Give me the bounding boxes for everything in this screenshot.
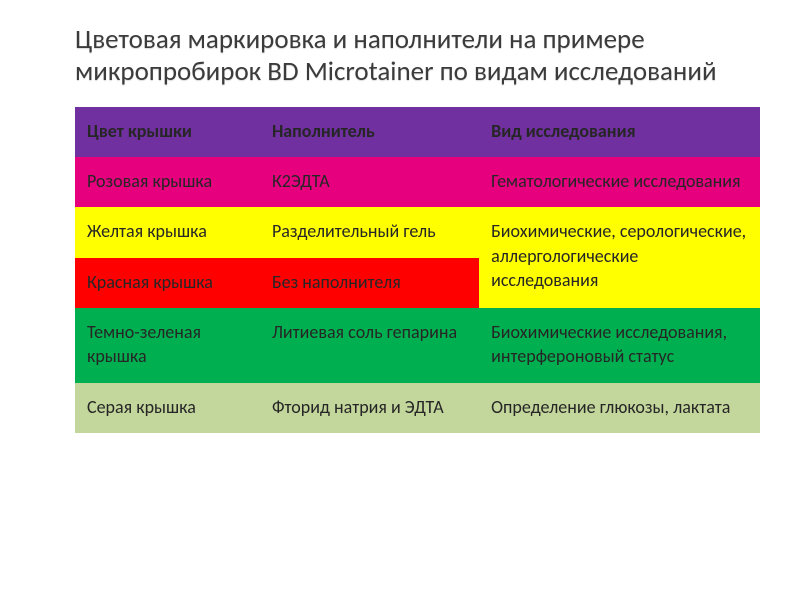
green-additive: Литиевая соль гепарина	[260, 308, 479, 383]
row-pink: Розовая крышка К2ЭДТА Гематологические и…	[75, 157, 760, 207]
slide-title: Цветовая маркировка и наполнители на при…	[75, 24, 760, 89]
grey-study: Определение глюкозы, лактата	[479, 383, 760, 433]
green-study: Биохимические исследования, интерферонов…	[479, 308, 760, 383]
pink-cap: Розовая крышка	[75, 157, 260, 207]
red-cap: Красная крышка	[75, 258, 260, 308]
yellow-study: Биохимические, серологические, аллерголо…	[479, 207, 760, 308]
row-grey: Серая крышка Фторид натрия и ЭДТА Опреде…	[75, 383, 760, 433]
grey-cap: Серая крышка	[75, 383, 260, 433]
pink-study: Гематологические исследования	[479, 157, 760, 207]
header-cap: Цвет крышки	[75, 107, 260, 157]
table-header-row: Цвет крышки Наполнитель Вид исследования	[75, 107, 760, 157]
green-cap: Темно-зеленая крышка	[75, 308, 260, 383]
yellow-additive: Разделительный гель	[260, 207, 479, 257]
red-additive: Без наполнителя	[260, 258, 479, 308]
grey-additive: Фторид натрия и ЭДТА	[260, 383, 479, 433]
header-study: Вид исследования	[479, 107, 760, 157]
color-coding-table: Цвет крышки Наполнитель Вид исследования…	[75, 107, 760, 433]
row-yellow: Желтая крышка Разделительный гель Биохим…	[75, 207, 760, 257]
pink-additive: К2ЭДТА	[260, 157, 479, 207]
yellow-cap: Желтая крышка	[75, 207, 260, 257]
row-green: Темно-зеленая крышка Литиевая соль гепар…	[75, 308, 760, 383]
header-additive: Наполнитель	[260, 107, 479, 157]
